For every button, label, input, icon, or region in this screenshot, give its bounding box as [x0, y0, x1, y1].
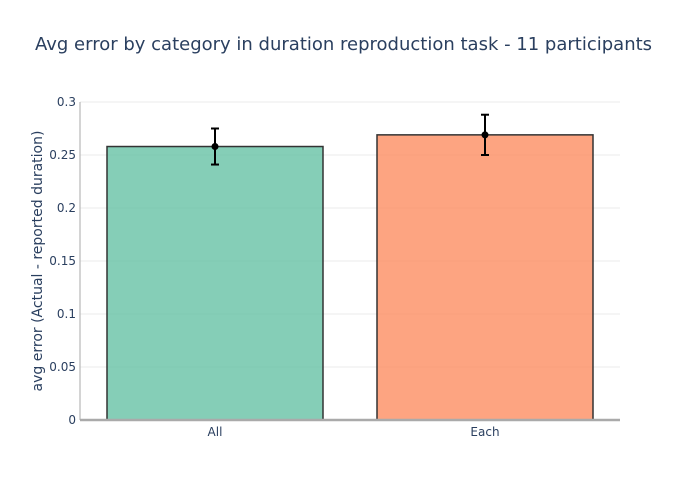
chart-title: Avg error by category in duration reprod…: [35, 34, 652, 55]
y-tick-label: 0.25: [49, 148, 76, 162]
bar-all[interactable]: [106, 145, 324, 421]
axes-group: 0 0.05 0.1 0.15 0.2 0.25 0.3 All Each: [49, 95, 620, 439]
y-axis-title: avg error (Actual - reported duration): [30, 131, 46, 392]
x-tick-label: All: [208, 425, 223, 439]
bar-each[interactable]: [376, 134, 594, 421]
error-bars-group: [211, 113, 489, 166]
y-tick-label: 0.05: [49, 360, 76, 374]
y-tick-label: 0: [68, 413, 76, 427]
y-tick-label: 0.15: [49, 254, 76, 268]
bars-group: [106, 134, 594, 421]
y-tick-label: 0.2: [57, 201, 76, 215]
y-tick-label: 0.1: [57, 307, 76, 321]
mean-point-each: [481, 131, 489, 139]
y-tick-label: 0.3: [57, 95, 76, 109]
mean-point-all: [211, 143, 219, 151]
x-tick-label: Each: [470, 425, 499, 439]
